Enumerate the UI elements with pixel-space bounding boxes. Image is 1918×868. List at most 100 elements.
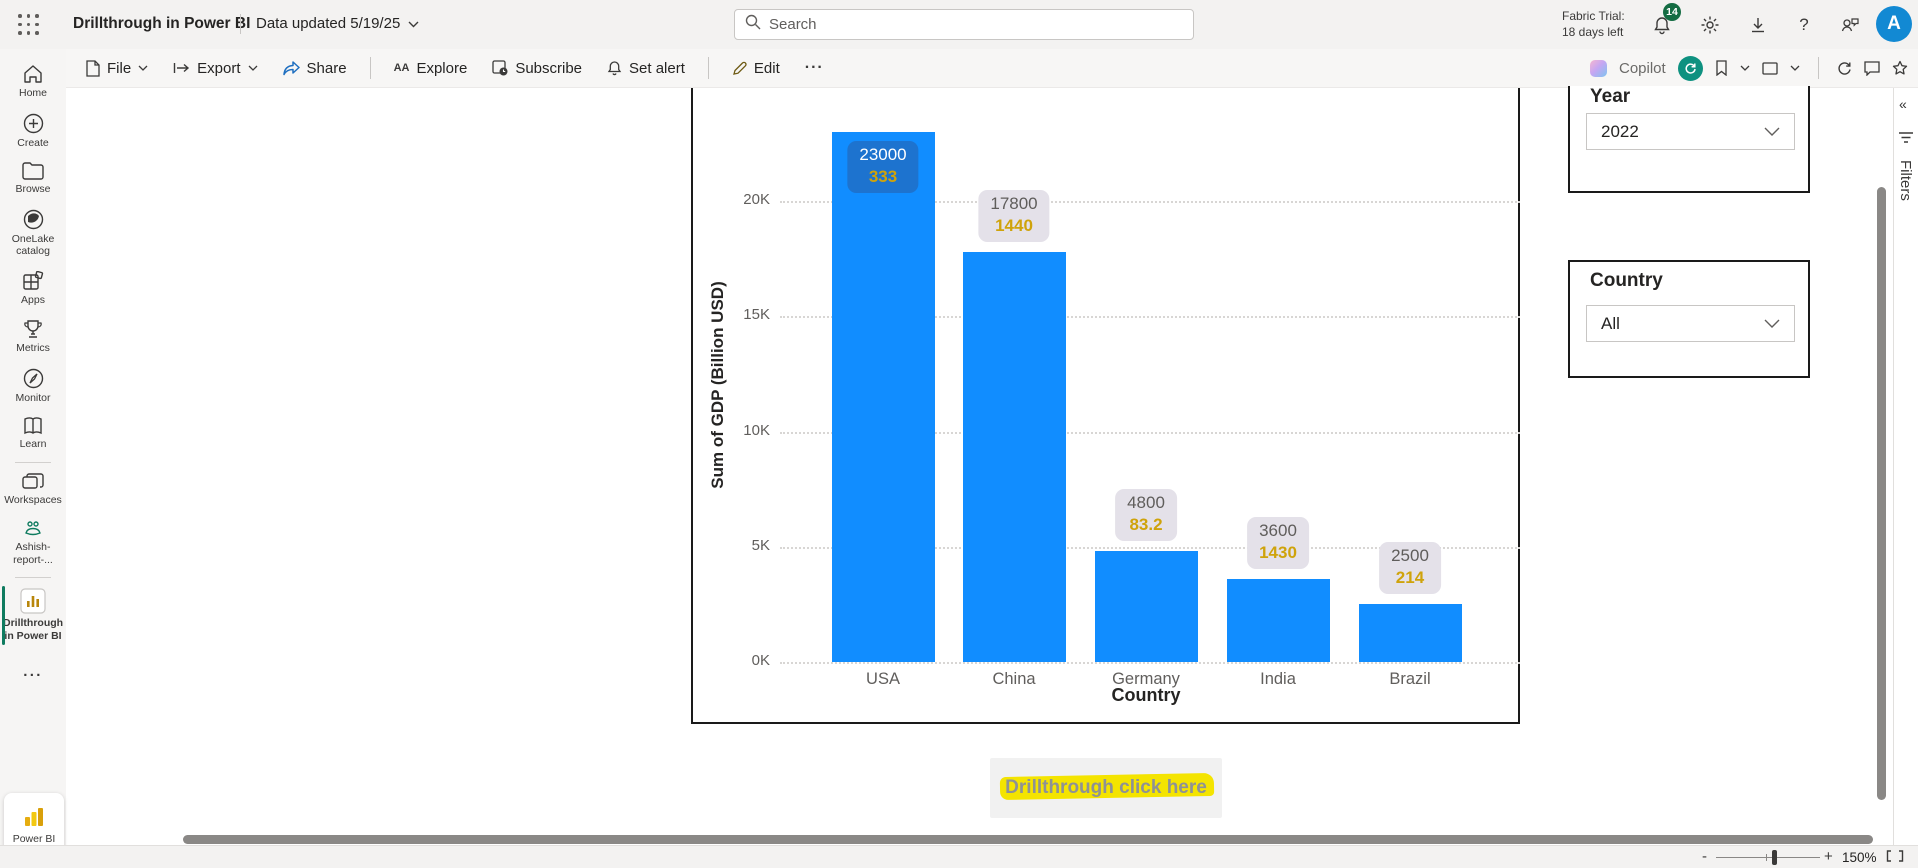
subscribe-icon [492,60,508,76]
settings-gear-icon[interactable] [1698,13,1722,37]
gridline [780,316,1520,319]
country-dropdown[interactable]: All [1586,305,1795,342]
export-icon [173,62,190,74]
category-label-germany: Germany [1112,670,1180,688]
y-axis-tick-label: 10K [743,421,770,439]
zoom-slider-center-tick [1766,854,1767,861]
favorite-star-icon[interactable] [1892,60,1908,76]
account-avatar[interactable]: A [1876,6,1912,42]
category-label-usa: USA [866,670,900,688]
report-toolbar: File Export Share AA Explore [0,49,1918,88]
data-label-india: 3600 1430 [1247,517,1309,570]
chevron-down-icon [1740,65,1750,71]
chevron-down-icon [408,15,419,32]
year-slicer-title: Year [1590,86,1631,107]
sidebar-item-create[interactable]: Create [1,107,65,157]
explore-icon: AA [393,62,410,74]
bar-china[interactable] [962,251,1066,662]
data-label-china: 17800 1440 [978,189,1050,242]
subscribe-button[interactable]: Subscribe [484,53,590,83]
search-input[interactable]: Search [734,9,1194,40]
copilot-icon [1590,59,1607,77]
sidebar-item-workspaces[interactable]: Workspaces [1,467,65,514]
year-slicer: Year 2022 [1568,86,1810,193]
chevron-down-icon [1764,127,1780,136]
sidebar-item-apps[interactable]: Apps [1,265,65,314]
report-title: Drillthrough in Power BI [73,15,251,32]
explore-button[interactable]: AA Explore [393,59,468,77]
sidebar-more-button[interactable]: ··· [23,667,43,684]
sidebar-item-learn[interactable]: Learn [1,411,65,458]
sidebar-item-workspace-ashish-report[interactable]: Ashish- report-... [1,513,65,573]
bar-india[interactable] [1226,579,1330,662]
year-dropdown[interactable]: 2022 [1586,113,1795,150]
help-icon[interactable]: ? [1799,15,1809,34]
divider [707,57,709,79]
copilot-button[interactable]: Copilot [1619,59,1666,77]
refresh-schedule-icon[interactable] [1677,55,1703,81]
bookmark-icon[interactable] [1715,60,1728,76]
share-button[interactable]: Share [275,53,355,83]
sidebar-item-drillthrough-report-active[interactable]: Drillthrough in Power BI [1,582,65,649]
sidebar-item-onelake-catalog[interactable]: OneLake catalog [1,203,65,265]
category-label-india: India [1260,670,1296,688]
country-slicer: Country All [1568,260,1810,378]
sidebar-item-home[interactable]: Home [1,58,65,107]
feedback-icon[interactable] [1838,13,1862,37]
vertical-scrollbar[interactable] [1877,187,1886,800]
filter-funnel-icon[interactable] [1898,132,1914,151]
zoom-slider-track[interactable] [1716,857,1820,858]
country-slicer-title: Country [1590,270,1663,291]
search-placeholder: Search [769,16,817,33]
gdp-bar-chart-visual[interactable]: Sum of GDP (Billion USD) Country 0K 5K 10K… [691,88,1520,724]
sidebar-item-metrics[interactable]: Metrics [1,313,65,362]
set-alert-button[interactable]: Set alert [599,53,693,83]
zoom-slider-handle[interactable] [1772,850,1777,865]
file-icon [86,59,100,77]
sidebar-item-browse[interactable]: Browse [1,156,65,203]
data-label-brazil: 2500 214 [1379,542,1441,595]
fabric-trial-status: Fabric Trial: 18 days left [1562,9,1625,39]
divider [15,461,51,463]
zoom-in-button[interactable]: + [1824,848,1833,865]
divider [369,57,371,79]
alert-bell-icon [607,60,622,76]
file-menu[interactable]: File [78,53,156,83]
fit-to-page-icon[interactable] [1886,850,1904,868]
sidebar-item-monitor[interactable]: Monitor [1,362,65,412]
power-bi-logo [25,808,43,826]
expand-filters-icon[interactable]: « [1899,96,1907,112]
more-options-button[interactable]: ··· [804,59,824,76]
filters-pane-label[interactable]: Filters [1897,160,1914,201]
app-launcher-icon[interactable] [18,14,40,36]
notifications-bell-icon[interactable] [1650,13,1674,37]
y-axis-tick-label: 0K [751,652,770,669]
chevron-down-icon [248,65,257,71]
x-axis-title: Country [1111,685,1181,705]
filters-pane-collapsed: « Filters [1893,88,1918,845]
status-footer-bar: - + 150% [0,845,1918,868]
y-axis-tick-label: 5K [751,536,770,554]
chevron-down-icon [1790,65,1800,71]
zoom-out-button[interactable]: - [1702,848,1707,865]
edit-pencil-icon [732,61,747,76]
chevron-down-icon [138,65,148,71]
edit-button[interactable]: Edit [724,53,788,83]
share-icon [282,60,300,76]
bar-germany[interactable] [1094,551,1198,662]
bar-usa[interactable] [831,131,935,662]
notification-count-badge: 14 [1663,3,1681,21]
gridline [780,662,1520,664]
data-label-germany: 4800 83.2 [1115,489,1177,542]
data-updated-menu[interactable]: Data updated 5/19/25 [256,15,419,32]
drillthrough-label: Drillthrough click here [1005,777,1207,798]
download-icon[interactable] [1746,13,1770,37]
export-menu[interactable]: Export [165,53,265,83]
horizontal-scrollbar[interactable] [183,835,1873,844]
bar-brazil[interactable] [1358,604,1462,662]
drillthrough-button[interactable]: Drillthrough click here [990,758,1222,818]
search-icon [745,14,761,35]
comments-icon[interactable] [1864,60,1880,76]
refresh-icon[interactable] [1837,61,1852,76]
view-icon[interactable] [1762,61,1778,75]
